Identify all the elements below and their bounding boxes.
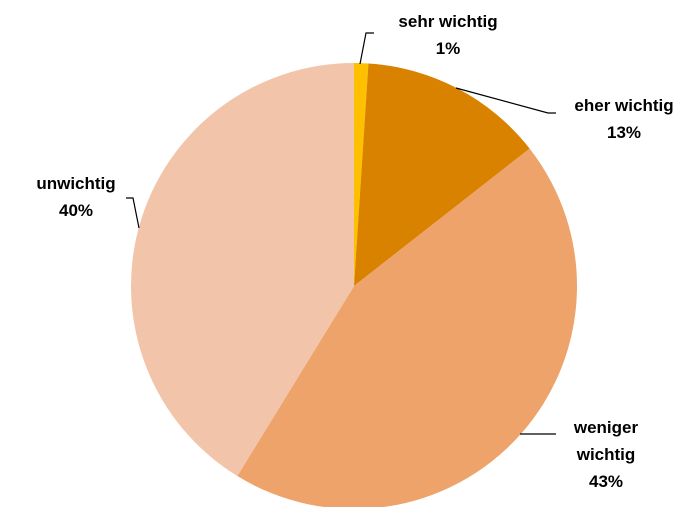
leader-line <box>455 87 556 114</box>
leader-line <box>359 32 374 65</box>
leader-line <box>126 197 140 229</box>
category-label: sehr wichtig <box>398 12 498 31</box>
category-label: eher wichtig <box>574 96 674 115</box>
label: eher wichtig 13% <box>552 92 696 146</box>
pie-slice <box>354 63 369 286</box>
value-label: 1% <box>435 39 461 58</box>
category-label: unwichtig <box>36 174 116 193</box>
value-label: 13% <box>606 123 642 142</box>
category-label: weniger wichtig <box>573 418 639 464</box>
pie-slice <box>354 63 530 287</box>
label: unwichtig 40% <box>6 170 146 224</box>
value-label: 40% <box>58 201 94 220</box>
pie-slice <box>237 148 577 507</box>
leader-lines <box>126 32 556 435</box>
label: sehr wichtig 1% <box>368 8 528 62</box>
label: weniger wichtig 43% <box>556 414 656 495</box>
value-label: 43% <box>588 472 624 491</box>
pie-slice <box>130 63 354 477</box>
